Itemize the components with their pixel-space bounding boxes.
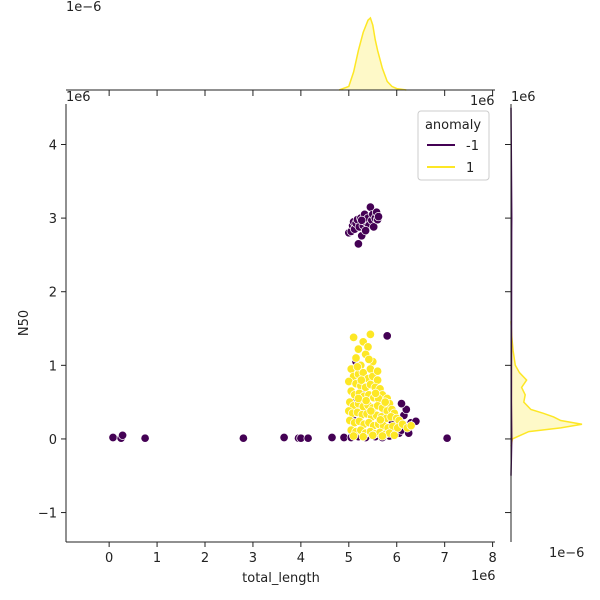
x-axis-title: total_length [242,571,320,586]
legend: anomaly -1 1 [417,110,490,181]
y-axis-title: N50 [17,310,32,336]
scatter-point [377,431,387,441]
scatter-point [365,329,375,339]
scatter-point [371,388,381,398]
scatter-point [353,239,363,249]
x-tick-label: 7 [441,551,449,566]
top-right-offset-label: 1e6 [470,94,495,109]
right-marginal-ticks [505,143,511,514]
y-tick-label: 2 [49,286,57,301]
top-marginal-density-line [338,16,407,91]
scatter-point [303,433,313,443]
scatter-point [406,421,416,431]
scatter-point [373,366,383,376]
top-marginal-density-fill [339,18,407,90]
scatter-point [380,397,390,407]
scatter-point [118,430,128,440]
scatter-point [442,433,452,443]
scatter-point [358,432,368,442]
scatter-point [327,432,337,443]
scatter-point [349,332,359,342]
x-tick-label: 2 [201,551,209,566]
scatter-point [357,215,367,225]
scatter-point [401,404,411,415]
x-tick-label: 3 [249,551,257,566]
scatter-point [366,406,376,416]
scatter-point [351,353,361,363]
legend-label-normal: 1 [466,161,474,176]
y-axis-offset-label: 1e6 [66,90,91,105]
y-tick-label: 4 [49,138,57,153]
scatter-point [352,362,362,372]
right-marginal-density-fill [511,321,582,447]
scatter-point [375,415,385,425]
scatter-point [368,430,378,440]
y-tick-label: 0 [49,433,57,448]
scatter-point [279,432,289,443]
right-marginal-offset-label: 1e−6 [549,546,584,561]
legend-label-anomaly: -1 [466,139,479,154]
right-marginal: 1e−6 [505,104,584,561]
scatter-point [108,432,118,443]
main-axes: 0 1 2 3 4 5 6 7 8 −1 0 1 2 3 4 total_length N50 1e6 1… [17,90,536,586]
scatter-point [361,226,371,236]
x-tick-label: 0 [105,551,113,566]
scatter-point [382,331,392,341]
x-tick-label: 6 [393,551,401,566]
top-marginal-ticks [108,90,494,96]
y-axis-ticks: −1 0 1 2 3 4 [38,138,66,522]
scatter-point [364,354,374,364]
x-axis-ticks: 0 1 2 3 4 5 6 7 8 [105,542,497,566]
scatter-point [373,212,384,222]
scatter-point [353,393,363,404]
top-marginal: 1e−6 [66,0,495,96]
x-tick-label: 5 [345,551,353,566]
scatter-point [361,396,371,406]
x-tick-label: 1 [153,551,161,566]
right-marginal-density-line [510,321,583,447]
top-marginal-offset-label: 1e−6 [66,0,101,15]
x-tick-label: 8 [488,551,496,566]
scatter-point [140,433,150,443]
x-tick-label: 4 [297,551,305,566]
scatter-point [353,344,363,354]
scatter-points [108,202,452,443]
scatter-point [349,431,359,441]
scatter-point [396,399,407,409]
scatter-point [238,433,248,443]
x-axis-offset-label: 1e6 [471,569,496,584]
y-tick-label: 3 [49,212,57,227]
right-top-offset-label: 1e6 [511,90,536,105]
y-tick-label: 1 [49,359,57,374]
legend-title: anomaly [425,118,481,133]
y-tick-label: −1 [38,507,57,522]
scatter-point [356,375,366,385]
scatter-point [369,222,379,232]
scatter-point [389,430,399,440]
